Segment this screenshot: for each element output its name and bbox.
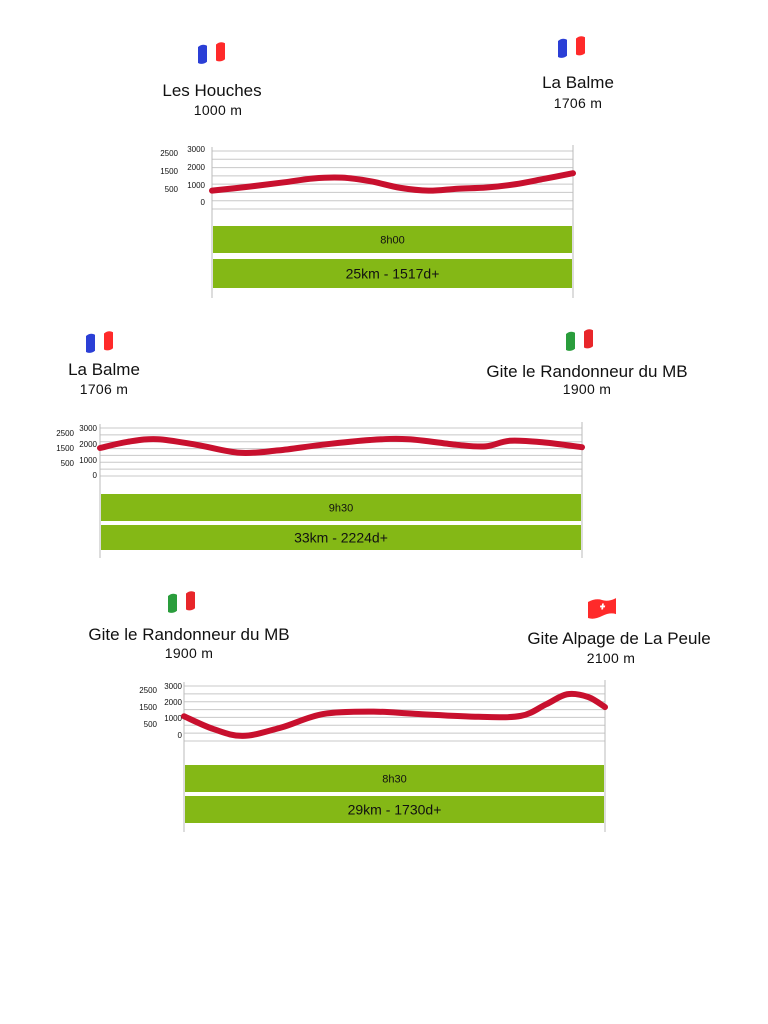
end-place-name: Gite le Randonneur du MB [486,362,687,381]
y-tick-label: 2000 [79,440,97,449]
fr-flag-icon [198,42,225,66]
y-tick-label: 2500 [160,149,178,158]
y-tick-label: 0 [178,731,183,740]
it-flag-icon [168,591,195,615]
y-tick-label: 1000 [187,181,205,190]
time-bar [185,765,604,792]
profile-2: La Balme 1706 m Gite le Randonneur du MB19… [56,329,688,558]
time-label: 8h30 [382,774,406,786]
start-altitude: 1900 m [165,645,214,661]
distance-label: 25km - 1517d+ [346,266,440,282]
end-place-name: Gite Alpage de La Peule [527,629,710,648]
start-place-name: La Balme [68,360,140,379]
ch-flag-icon [588,598,616,619]
y-tick-label: 3000 [187,145,205,154]
y-tick-label: 0 [93,471,98,480]
start-place-name: Les Houches [162,81,261,100]
y-tick-label: 2000 [164,698,182,707]
y-tick-label: 1000 [164,714,182,723]
y-tick-label: 3000 [79,424,97,433]
time-bar [101,494,581,521]
y-tick-label: 2000 [187,163,205,172]
y-tick-label: 500 [144,720,158,729]
distance-bar [185,796,604,823]
end-altitude: 1900 m [563,381,612,397]
start-altitude: 1706 m [80,381,129,397]
elevation-line [97,435,585,457]
profile-1: Les Houches 1000 m La Balme 1706 m 2500 1500 5… [160,36,614,298]
distance-label: 33km - 2224d+ [294,530,388,546]
time-label: 9h30 [329,503,353,515]
fr-flag-icon [558,36,585,60]
time-label: 8h00 [380,235,404,247]
y-tick-label: 0 [201,198,206,207]
y-tick-label: 500 [165,185,179,194]
end-place-name: La Balme [542,73,614,92]
distance-label: 29km - 1730d+ [348,802,442,818]
start-place-name: Gite le Randonneur du MB [88,625,289,644]
y-tick-label: 1500 [139,703,157,712]
elevation-line [181,690,608,739]
start-altitude: 1000 m [194,102,243,118]
end-altitude: 2100 m [587,650,636,666]
distance-bar [213,259,572,288]
y-tick-label: 1500 [160,167,178,176]
time-bar [213,226,572,253]
y-tick-label: 1000 [79,456,97,465]
it-flag-icon [566,329,593,353]
fr-flag-icon [86,331,113,355]
y-tick-label: 2500 [56,429,74,438]
y-tick-label: 500 [61,459,75,468]
end-altitude: 1706 m [554,95,603,111]
y-tick-label: 2500 [139,686,157,695]
y-tick-label: 3000 [164,682,182,691]
y-tick-label: 1500 [56,444,74,453]
distance-bar [101,525,581,550]
